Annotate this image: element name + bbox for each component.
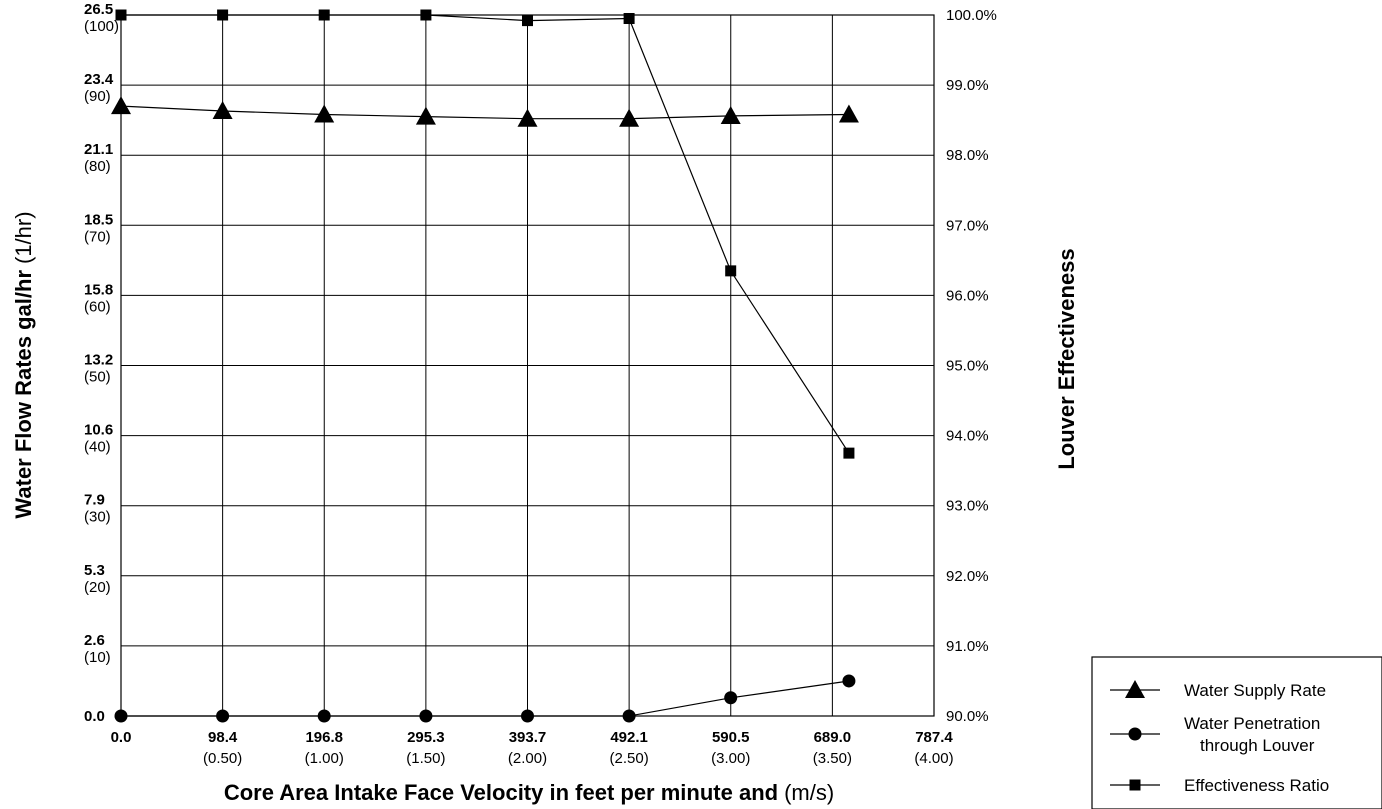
series [111, 9, 859, 723]
y-right-tick-label: 97.0% [946, 217, 989, 234]
y-left-tick-sublabel: (20) [84, 579, 111, 596]
x-tick-label: 393.7 [509, 729, 547, 746]
legend-marker-triangle [1125, 680, 1145, 698]
series-line [121, 680, 849, 717]
y-right-tick-label: 93.0% [946, 498, 989, 515]
x-tick-label: 196.8 [305, 729, 343, 746]
y-left-tick-sublabel: (70) [84, 228, 111, 245]
data-point-square [623, 13, 635, 25]
data-point-square [420, 9, 432, 21]
legend-item: Water Penetration through Louver [1110, 714, 1320, 755]
legend-label: Effectiveness Ratio [1184, 776, 1329, 795]
x-tick-sublabel: (3.50) [813, 750, 852, 767]
right-axis-ticks: 90.0% 91.0% 92.0% 93.0% 94.0% 95.0% 96.0% 97.0%… [946, 7, 997, 725]
x-tick-label: 98.4 [208, 729, 238, 746]
x-axis-ticks: 0.0 98.4 (0.50) 196.8 (1.00) 295.3 (1.50) 393.7… [111, 729, 954, 767]
series-line [120, 105, 849, 120]
x-tick-sublabel: (2.00) [508, 750, 547, 767]
x-tick-sublabel: (0.50) [203, 750, 242, 767]
series-triangle [111, 96, 859, 127]
y-left-tick-label: 15.8 [84, 281, 113, 298]
y-left-tick-label: 5.3 [84, 562, 105, 579]
legend-label: Water Penetration through Louver [1184, 714, 1320, 755]
data-point-circle [724, 691, 738, 705]
left-axis-ticks: 0.0 2.6(10) 5.3(20) 7.9(30) 10.6(40) 13.2(50)… [84, 1, 119, 725]
y-left-tick-sublabel: (100) [84, 18, 119, 35]
data-point-triangle [720, 105, 741, 124]
y-right-tick-label: 96.0% [946, 287, 989, 304]
data-point-square [115, 9, 127, 21]
x-tick-label: 787.4 [915, 729, 953, 746]
x-tick-label: 295.3 [407, 729, 445, 746]
data-point-circle [419, 709, 433, 723]
legend: Water Supply Rate Water Penetration throug… [1091, 656, 1382, 809]
y-left-tick-sublabel: (90) [84, 88, 111, 105]
y-left-tick-label: 0.0 [84, 708, 105, 725]
data-point-triangle [619, 108, 640, 127]
data-point-circle [317, 709, 331, 723]
y-right-tick-label: 90.0% [946, 708, 989, 725]
x-tick-sublabel: (2.50) [610, 750, 649, 767]
series-line [121, 14, 850, 454]
y-left-tick-label: 13.2 [84, 352, 113, 369]
data-point-triangle [314, 104, 335, 123]
x-tick-sublabel: (1.50) [406, 750, 445, 767]
y-left-tick-label: 26.5 [84, 1, 113, 18]
x-tick-sublabel: (3.00) [711, 750, 750, 767]
x-tick-label: 0.0 [111, 729, 132, 746]
y-left-tick-sublabel: (80) [84, 158, 111, 175]
data-point-square [217, 9, 229, 21]
y-left-tick-label: 21.1 [84, 141, 113, 158]
data-point-triangle [212, 101, 233, 120]
data-point-square [843, 447, 855, 459]
y-right-tick-label: 100.0% [946, 7, 997, 24]
y-right-tick-label: 95.0% [946, 358, 989, 375]
data-point-square [318, 9, 330, 21]
y-left-tick-label: 23.4 [84, 71, 114, 88]
data-point-circle [622, 709, 636, 723]
data-point-circle [114, 709, 128, 723]
legend-label: Water Supply Rate [1184, 681, 1326, 700]
y-left-tick-label: 7.9 [84, 492, 105, 509]
x-axis-title: Core Area Intake Face Velocity in feet p… [224, 780, 834, 805]
y-left-tick-label: 2.6 [84, 632, 105, 649]
legend-marker-circle [1128, 727, 1142, 741]
data-point-triangle [517, 108, 538, 127]
legend-item: Water Supply Rate [1110, 680, 1326, 700]
x-tick-label: 492.1 [610, 729, 648, 746]
y-axis-left-title: Water Flow Rates gal/hr(1/hr) [11, 211, 36, 518]
data-point-square [522, 15, 533, 27]
y-left-tick-sublabel: (50) [84, 369, 111, 386]
x-tick-label: 590.5 [712, 729, 750, 746]
data-point-circle [216, 709, 230, 723]
y-left-tick-sublabel: (30) [84, 509, 111, 526]
y-right-tick-label: 98.0% [946, 147, 989, 164]
y-right-tick-label: 94.0% [946, 428, 989, 445]
data-point-triangle [415, 106, 436, 125]
data-point-triangle [838, 104, 859, 123]
x-tick-sublabel: (1.00) [305, 750, 344, 767]
series-square [115, 9, 855, 459]
y-left-tick-sublabel: (60) [84, 298, 111, 315]
y-right-tick-label: 92.0% [946, 568, 989, 585]
y-left-tick-sublabel: (10) [84, 649, 111, 666]
series-circle [114, 674, 856, 723]
legend-marker-square [1129, 779, 1141, 791]
y-axis-right-title: Louver Effectiveness [1054, 248, 1079, 469]
legend-item: Effectiveness Ratio [1110, 776, 1329, 795]
y-left-tick-sublabel: (40) [84, 439, 111, 456]
x-tick-sublabel: (4.00) [914, 750, 953, 767]
y-left-tick-label: 10.6 [84, 422, 113, 439]
data-point-square [725, 265, 737, 277]
y-right-tick-label: 91.0% [946, 638, 989, 655]
x-tick-label: 689.0 [814, 729, 852, 746]
data-point-circle [842, 674, 856, 688]
data-point-circle [521, 709, 534, 723]
y-left-tick-label: 18.5 [84, 211, 113, 228]
grid [121, 15, 934, 716]
y-right-tick-label: 99.0% [946, 77, 989, 94]
data-point-triangle [111, 96, 131, 115]
